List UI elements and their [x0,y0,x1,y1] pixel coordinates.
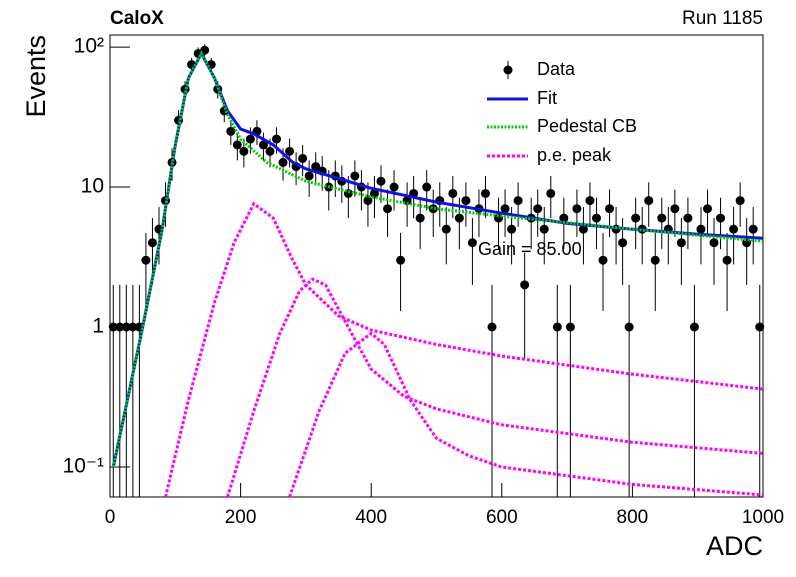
data-point [350,171,360,181]
data-point [657,213,667,223]
annotation: Gain = 85.00 [478,239,582,259]
pe-peak-curve [288,331,764,498]
data-point [480,188,490,198]
data-point [500,204,510,214]
legend-label: Pedestal CB [537,116,637,136]
data-point [683,213,693,223]
x-tick-label: 200 [225,507,257,528]
x-axis-title: ADC [706,531,763,561]
data-point [467,238,477,248]
data-point [546,188,556,198]
data-point [631,213,641,223]
data-point [226,126,236,136]
data-point [389,182,399,192]
data-point [441,224,451,234]
data-point [461,196,471,206]
data-point [245,134,255,144]
data-point [232,140,242,150]
y-tick-label: 10⁻¹ [63,455,104,478]
data-point [363,196,373,206]
data-point [618,238,628,248]
data-point [533,204,543,214]
pedestal-curve [111,50,764,468]
data-point [265,146,275,156]
data-point [422,182,432,192]
data-point [487,322,497,332]
data-point [454,213,464,223]
data-point [448,188,458,198]
data-point [742,238,752,248]
y-tick-label: 1 [92,315,104,338]
data-point [108,322,118,332]
data-point [141,255,151,265]
data-point [539,224,549,234]
chart-title: CaloX [110,8,164,29]
data-point [689,322,699,332]
data-point [565,322,575,332]
data-point [258,140,268,150]
legend-label: Fit [537,88,557,108]
data-point [735,196,745,206]
pe-peak-curve [226,277,764,498]
data-point [520,280,530,290]
data-point [585,196,595,206]
data-point [729,224,739,234]
data-point [552,322,562,332]
data-point [128,322,138,332]
data-point [278,157,288,167]
data-point [696,224,706,234]
data-point [311,162,321,172]
data-point [755,322,765,332]
data-point [676,238,686,248]
plot-frame [109,34,764,498]
data-point [644,196,654,206]
data-point [376,176,386,186]
data-point [670,204,680,214]
data-point [559,213,569,223]
data-point [572,204,582,214]
data-point [598,255,608,265]
data-point [748,224,758,234]
data-point [415,213,425,223]
data-point [624,322,634,332]
legend-label: p.e. peak [537,145,612,165]
data-point [716,213,726,223]
y-tick-label: 10² [74,35,104,58]
data-point [396,255,406,265]
x-tick-label: 0 [105,507,116,528]
data-point [650,255,660,265]
data-point [298,153,308,163]
fit-curve [111,50,764,468]
data-point [369,188,379,198]
chart-subtitle: Run 1185 [682,8,763,29]
data-point [513,196,523,206]
data-point [304,171,314,181]
data-point [507,224,517,234]
y-axis-title: Events [21,35,51,118]
data-point [115,322,125,332]
data-point [239,146,249,156]
data-point [285,146,295,156]
data-point [591,213,601,223]
x-tick-label: 600 [486,507,518,528]
data-point [383,204,393,214]
legend-label: Data [537,59,576,79]
data-point [702,204,712,214]
data-point [121,322,131,332]
data-point [272,134,282,144]
x-tick-label: 800 [617,507,649,528]
data-point [722,255,732,265]
data-point [578,224,588,234]
x-tick-label: 1000 [742,507,784,528]
y-tick-label: 10 [81,175,104,198]
pe-peak-curve [164,201,764,498]
data-point [709,238,719,248]
data-point [147,238,157,248]
data-point [605,204,615,214]
x-tick-label: 400 [355,507,387,528]
data-point [428,204,438,214]
legend-marker [503,65,513,75]
